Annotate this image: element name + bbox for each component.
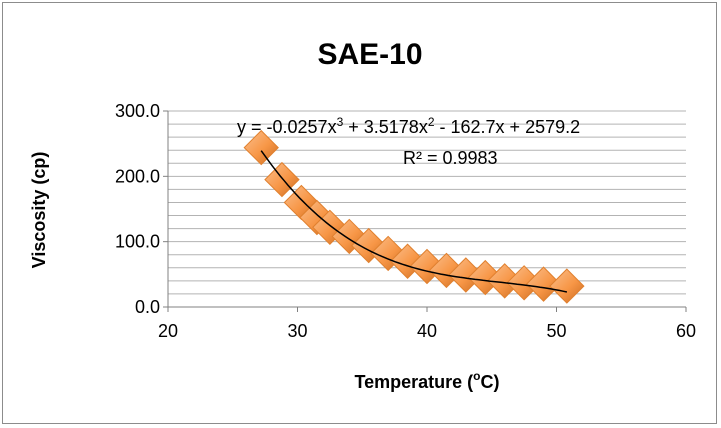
y-tick-label: 0.0 — [135, 297, 160, 317]
eq-part-3: - 162.7x + 2579.2 — [435, 117, 581, 137]
chart-title: SAE-10 — [317, 38, 422, 71]
x-axis-title-sup: o — [473, 369, 480, 383]
x-axis-title: Temperature (oC) — [354, 369, 499, 392]
x-axis-title-end: C) — [481, 372, 500, 392]
trendline — [260, 150, 568, 293]
x-tick-label: 50 — [546, 321, 566, 341]
data-point — [389, 243, 426, 279]
x-tick-label: 60 — [676, 321, 696, 341]
y-tick-label: 200.0 — [115, 166, 160, 186]
chart-area — [2, 2, 717, 424]
y-tick-label: 300.0 — [115, 101, 160, 121]
y-axis-title: Viscosity (cp) — [29, 152, 49, 269]
data-point — [243, 129, 279, 166]
axes — [163, 110, 687, 312]
eq-part-2: + 3.5178x — [343, 117, 428, 137]
y-tick-label: 100.0 — [115, 232, 160, 252]
x-tick-label: 40 — [417, 321, 437, 341]
r-squared-label: R² = 0.9983 — [403, 148, 498, 168]
eq-sup-2: 2 — [428, 115, 435, 129]
eq-sup-1: 3 — [337, 115, 344, 129]
tick-labels: 0.0 100.0 200.0 300.0 20 30 40 50 60 — [115, 101, 696, 341]
data-point — [525, 266, 562, 302]
x-tick-label: 30 — [287, 321, 307, 341]
trendline-layer — [260, 150, 568, 293]
x-axis-title-main: Temperature ( — [354, 372, 473, 392]
data-point — [370, 235, 406, 272]
data-point — [351, 227, 387, 264]
data-points — [243, 129, 585, 304]
data-point — [549, 268, 585, 304]
trendline-equation: y = -0.0257x3 + 3.5178x2 - 162.7x + 2579… — [237, 115, 580, 137]
x-tick-label: 20 — [158, 321, 178, 341]
eq-part-1: y = -0.0257x — [237, 117, 337, 137]
